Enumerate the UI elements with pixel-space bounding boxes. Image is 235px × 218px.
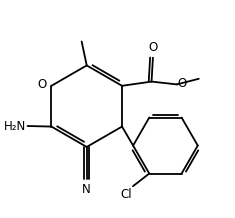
Text: O: O [148, 41, 158, 54]
Text: Cl: Cl [120, 188, 132, 201]
Text: O: O [37, 78, 46, 91]
Text: N: N [82, 183, 91, 196]
Text: H₂N: H₂N [4, 119, 26, 133]
Text: O: O [177, 77, 187, 90]
